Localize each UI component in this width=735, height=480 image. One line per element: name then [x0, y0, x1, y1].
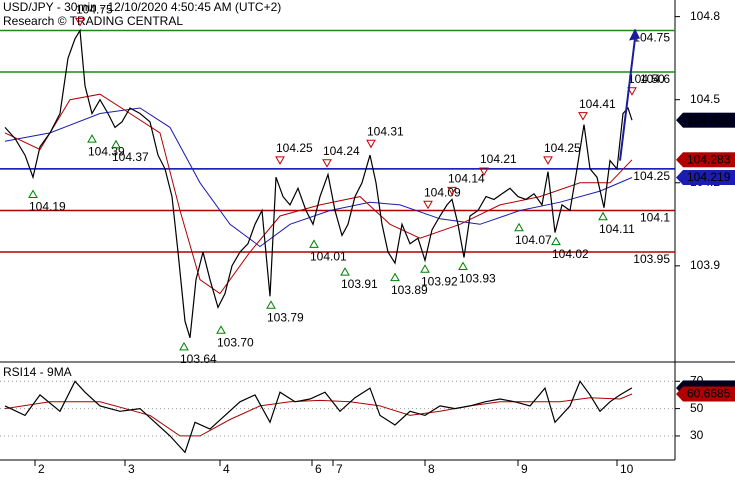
low-label: 104.37	[112, 150, 149, 164]
low-label: 104.02	[552, 247, 589, 261]
y-tick-label: 104.5	[690, 92, 720, 106]
low-label: 104.07	[515, 233, 552, 247]
x-tick-label: 3	[128, 462, 135, 476]
high-marker	[543, 156, 553, 165]
series-line	[4, 28, 633, 338]
last-value-box	[683, 152, 735, 168]
high-label: 104.50	[628, 72, 665, 86]
last-value-box	[683, 112, 735, 128]
high-marker	[322, 159, 332, 168]
chart-title: USD/JPY - 30min - 12/10/2020 4:50:45 AM …	[3, 0, 281, 14]
x-tick-label: 7	[336, 462, 343, 476]
low-label: 104.01	[310, 250, 347, 264]
last-value-pointer	[676, 112, 683, 128]
level-label: 104.1	[640, 211, 670, 225]
high-marker	[578, 112, 588, 121]
low-label: 103.89	[391, 283, 428, 297]
last-value-label: 60.6685	[687, 387, 731, 401]
chart-title: RSI14 - 9MA	[3, 365, 72, 379]
last-value-label: 104.426	[687, 113, 731, 127]
low-label: 103.79	[267, 310, 304, 324]
last-value-label: 104.219	[687, 170, 731, 184]
x-tick-label: 6	[315, 462, 322, 476]
low-label: 104.11	[599, 222, 635, 236]
series-line	[4, 380, 633, 454]
high-marker	[447, 186, 457, 196]
high-marker	[479, 167, 489, 177]
y-tick-label: 103.9	[690, 258, 720, 272]
level-label: 103.95	[633, 252, 670, 266]
low-marker	[390, 272, 400, 282]
high-label: 104.25	[544, 141, 581, 155]
low-marker	[28, 189, 38, 199]
low-marker	[551, 236, 561, 246]
last-value-label: 104.283	[687, 152, 731, 166]
high-label: 104.24	[323, 144, 360, 158]
low-label: 103.64	[180, 352, 217, 366]
last-value-pointer	[676, 170, 683, 186]
last-value-box	[683, 386, 735, 402]
low-label: 103.70	[217, 335, 254, 349]
x-tick-label: 8	[428, 462, 435, 476]
x-tick-label: 9	[521, 462, 528, 476]
high-label: 104.09	[424, 185, 461, 199]
low-marker	[340, 267, 350, 276]
high-marker	[423, 200, 433, 210]
last-value-pointer	[676, 152, 683, 168]
y-tick-label: 30	[690, 428, 704, 442]
low-label: 103.91	[341, 277, 378, 291]
high-label: 104.21	[480, 152, 517, 166]
level-label: 104.6	[640, 72, 670, 86]
high-marker	[75, 17, 85, 27]
low-marker	[179, 341, 189, 351]
low-marker	[216, 325, 226, 334]
y-tick-label: 50	[690, 401, 704, 415]
x-tick-label: 10	[620, 462, 634, 476]
last-value-box	[683, 170, 735, 186]
low-marker	[420, 264, 430, 273]
level-label: 104.25	[633, 169, 670, 183]
high-label: 104.31	[367, 124, 404, 138]
high-marker	[275, 156, 285, 165]
high-label: 104.75	[76, 3, 113, 17]
projection-arrow	[619, 38, 636, 161]
high-label: 104.41	[579, 97, 616, 111]
arrow-head	[629, 28, 640, 41]
level-label: 104.75	[633, 31, 670, 45]
low-label: 104.19	[29, 200, 66, 214]
low-label: 103.93	[459, 272, 496, 286]
last-value-pointer	[676, 386, 683, 402]
chart-subtitle: Research © TRADING CENTRAL	[3, 14, 183, 28]
low-label: 103.92	[421, 274, 458, 288]
low-marker	[458, 261, 468, 271]
low-marker	[598, 211, 608, 221]
y-tick-label: 104.8	[690, 9, 720, 23]
x-tick-label: 4	[223, 462, 230, 476]
high-label: 104.14	[448, 172, 485, 186]
high-label: 104.25	[276, 141, 313, 155]
high-marker	[627, 87, 637, 96]
low-marker	[266, 300, 276, 309]
high-marker	[366, 139, 376, 149]
low-marker	[87, 134, 97, 143]
low-marker	[514, 222, 524, 232]
x-tick-label: 2	[38, 462, 45, 476]
low-marker	[309, 239, 319, 248]
low-marker	[111, 139, 121, 149]
